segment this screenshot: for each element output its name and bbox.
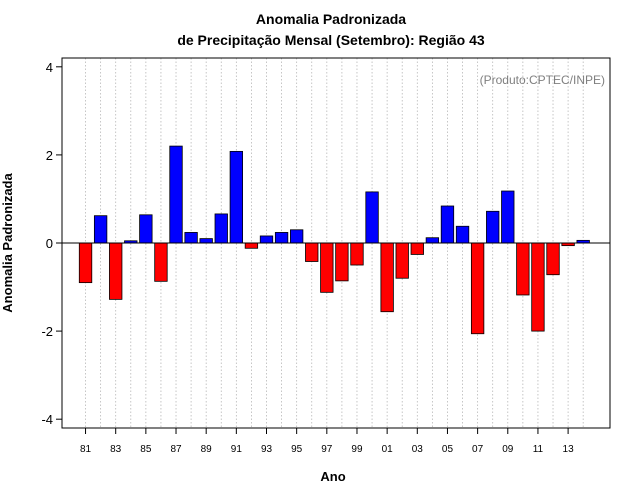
bar-94 — [274, 232, 289, 244]
x-tick-label: 07 — [472, 444, 484, 455]
x-tick-label: 83 — [110, 444, 122, 455]
bar-01 — [380, 242, 394, 313]
x-tick-label: 91 — [231, 444, 243, 455]
bar-99 — [350, 242, 364, 266]
bar-93 — [259, 235, 274, 244]
bar-10 — [516, 242, 530, 296]
bar-91 — [229, 150, 243, 244]
x-tick-label: 97 — [321, 444, 333, 455]
bar-81 — [78, 242, 93, 284]
bar-95 — [290, 229, 304, 244]
x-tick-label: 13 — [563, 444, 575, 455]
bars — [78, 145, 590, 335]
x-tick-label: 11 — [533, 444, 544, 455]
bar-85 — [139, 214, 153, 244]
bar-92 — [244, 242, 259, 249]
x-tick-label: 03 — [412, 444, 424, 455]
x-axis-label: Ano — [320, 469, 345, 484]
x-tick-label: 93 — [261, 444, 273, 455]
grid-lines — [85, 58, 584, 428]
bar-02 — [395, 242, 409, 279]
x-tick-label: 01 — [382, 444, 394, 455]
bar-09 — [501, 190, 515, 244]
y-axis: -4 -2 0 2 4 — [41, 60, 62, 427]
y-tick-label: 4 — [46, 60, 53, 75]
bar-89 — [199, 238, 213, 244]
bar-05 — [440, 205, 455, 244]
x-tick-label: 05 — [442, 444, 454, 455]
bar-04 — [425, 237, 440, 244]
bar-12 — [546, 242, 560, 276]
y-tick-label: -4 — [41, 412, 53, 427]
bar-98 — [335, 242, 349, 282]
bar-03 — [410, 242, 424, 255]
x-tick-label: 09 — [502, 444, 514, 455]
y-axis-label: Anomalia Padronizada — [0, 173, 15, 313]
y-tick-label: 2 — [46, 148, 53, 163]
y-tick-label: 0 — [46, 236, 53, 251]
bar-87 — [169, 145, 183, 244]
chart-subtitle: de Precipitação Mensal (Setembro): Regiã… — [177, 32, 485, 48]
x-tick-label: 81 — [80, 444, 92, 455]
x-tick-label: 95 — [291, 444, 303, 455]
x-axis: 81 83 85 87 89 91 93 95 97 99 01 03 05 07 09 11 13 — [80, 428, 574, 455]
bar-97 — [320, 242, 334, 293]
bar-83 — [109, 242, 123, 300]
y-tick-label: -2 — [41, 324, 53, 339]
bar-11 — [531, 242, 545, 332]
bar-96 — [305, 242, 319, 262]
bar-08 — [486, 210, 500, 244]
bar-90 — [214, 213, 228, 244]
x-tick-label: 85 — [140, 444, 152, 455]
bar-88 — [184, 232, 198, 244]
x-tick-label: 87 — [170, 444, 182, 455]
bar-07 — [470, 242, 485, 335]
bar-82 — [93, 215, 108, 244]
source-annotation: (Produto:CPTEC/INPE) — [480, 73, 605, 87]
bar-06 — [455, 225, 470, 244]
bar-86 — [154, 242, 168, 282]
bar-00 — [365, 191, 379, 244]
chart-title: Anomalia Padronizada — [256, 11, 406, 27]
x-tick-label: 99 — [351, 444, 363, 455]
x-tick-label: 89 — [201, 444, 213, 455]
